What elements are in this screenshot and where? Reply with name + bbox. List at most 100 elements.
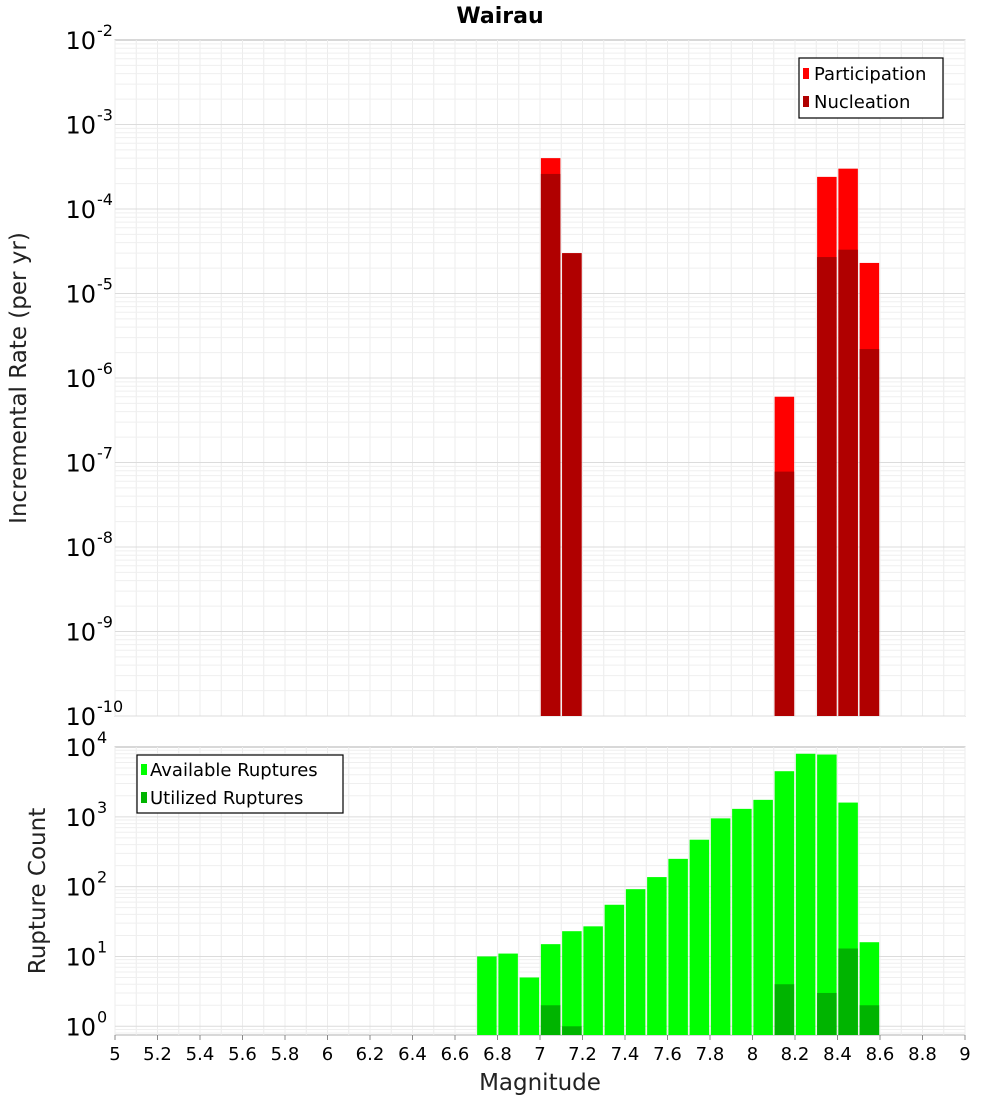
count-bar-utilized-ruptures: [817, 992, 837, 1035]
y-tick-exponent: -8: [97, 528, 113, 547]
x-tick-label: 7.2: [568, 1044, 597, 1065]
count-bar-utilized-ruptures: [838, 948, 858, 1035]
rate-bar-nucleation: [774, 471, 795, 716]
count-bar-utilized-ruptures: [562, 1026, 582, 1035]
count-bar-utilized-ruptures: [540, 1005, 561, 1035]
x-tick-label: 7.8: [696, 1044, 725, 1065]
rate-bar-nucleation: [562, 253, 582, 716]
count-bar-utilized-ruptures: [859, 1005, 880, 1035]
count-y-axis-label: Rupture Count: [25, 808, 51, 974]
count-bar-available-ruptures: [817, 754, 837, 1035]
count-bar-available-ruptures: [604, 904, 625, 1035]
utilized-swatch: [141, 792, 147, 803]
legend-nucleation: Nucleation: [814, 92, 910, 113]
participation-swatch: [803, 68, 809, 79]
count-bar-available-ruptures: [647, 877, 667, 1035]
y-tick-exponent: -7: [97, 444, 113, 463]
x-tick-label: 6.6: [441, 1044, 470, 1065]
y-tick-exponent: -5: [97, 275, 113, 294]
count-bar-available-ruptures: [753, 799, 773, 1035]
count-bar-available-ruptures: [668, 858, 688, 1035]
legend-utilized: Utilized Ruptures: [150, 788, 303, 809]
x-tick-label: 5.6: [228, 1044, 257, 1065]
rate-plot-grid: [114, 40, 966, 717]
y-tick-exponent: -10: [97, 697, 123, 716]
y-tick-exponent: -3: [97, 106, 113, 125]
x-tick-label: 5: [109, 1044, 120, 1065]
count-plot-bars: [477, 753, 880, 1035]
x-tick-label: 8.6: [866, 1044, 895, 1065]
y-tick-exponent: 1: [97, 938, 107, 957]
legend-participation: Participation: [814, 64, 926, 85]
y-tick-label: 10: [65, 1013, 96, 1041]
y-tick-label: 10: [65, 534, 96, 562]
x-tick-label: 5.4: [186, 1044, 215, 1065]
count-bar-available-ruptures: [689, 839, 710, 1035]
count-bar-available-ruptures: [710, 818, 731, 1035]
rate-bar-nucleation: [838, 249, 858, 716]
y-tick-label: 10: [65, 703, 96, 731]
x-tick-label: 6: [322, 1044, 333, 1065]
count-bar-available-ruptures: [732, 808, 752, 1035]
count-bar-available-ruptures: [774, 771, 795, 1035]
x-axis-label: Magnitude: [479, 1070, 601, 1096]
x-tick-label: 7.6: [653, 1044, 682, 1065]
y-tick-label: 10: [65, 874, 96, 902]
y-tick-exponent: 2: [97, 868, 107, 887]
x-tick-label: 9: [959, 1044, 970, 1065]
count-bar-available-ruptures: [519, 977, 540, 1035]
x-tick-label: 6.4: [398, 1044, 427, 1065]
legend-available: Available Ruptures: [150, 760, 318, 781]
count-bar-available-ruptures: [625, 889, 646, 1035]
nucleation-swatch: [803, 96, 809, 107]
x-ticks: 5 5.2 5.4 5.6 5.8 6 6.2 6.4 6.6 6.8 7 7.2 7.4 7.6 7.8 8…: [109, 1035, 971, 1065]
x-tick-label: 8: [747, 1044, 758, 1065]
y-tick-exponent: 0: [97, 1007, 107, 1026]
y-tick-label: 10: [65, 27, 96, 55]
y-tick-label: 10: [65, 944, 96, 972]
y-tick-label: 10: [65, 804, 96, 832]
y-tick-label: 10: [65, 112, 96, 140]
rate-bar-nucleation: [540, 173, 561, 716]
x-tick-label: 7: [534, 1044, 545, 1065]
y-tick-exponent: -4: [97, 190, 113, 209]
y-tick-label: 10: [65, 450, 96, 478]
count-bar-available-ruptures: [795, 753, 816, 1035]
x-tick-label: 8.2: [781, 1044, 810, 1065]
count-legend-box: [136, 754, 344, 814]
y-tick-exponent: -9: [97, 613, 113, 632]
count-bar-available-ruptures: [583, 926, 603, 1035]
count-bar-available-ruptures: [477, 956, 497, 1035]
y-tick-label: 10: [65, 619, 96, 647]
y-tick-exponent: -6: [97, 359, 113, 378]
x-tick-label: 8.4: [823, 1044, 852, 1065]
count-bar-available-ruptures: [562, 931, 582, 1035]
rate-legend: Participation Nucleation: [798, 57, 944, 119]
rate-bar-nucleation: [859, 349, 880, 716]
available-swatch: [141, 764, 147, 775]
y-tick-label: 10: [65, 365, 96, 393]
count-legend: Available Ruptures Utilized Ruptures: [136, 754, 344, 814]
rate-bar-nucleation: [817, 257, 837, 716]
rate-legend-box: [798, 57, 944, 119]
y-tick-label: 10: [65, 734, 96, 762]
x-tick-label: 8.8: [908, 1044, 937, 1065]
y-tick-label: 10: [65, 281, 96, 309]
x-tick-label: 6.2: [356, 1044, 385, 1065]
x-tick-label: 6.8: [483, 1044, 512, 1065]
y-tick-exponent: -2: [97, 21, 113, 40]
chart-title: Wairau: [456, 4, 543, 29]
x-tick-label: 5.2: [143, 1044, 172, 1065]
rate-y-axis-label: Incremental Rate (per yr): [6, 232, 32, 524]
y-tick-label: 10: [65, 196, 96, 224]
count-bar-utilized-ruptures: [774, 984, 795, 1035]
y-tick-exponent: 3: [97, 798, 107, 817]
x-tick-label: 7.4: [611, 1044, 640, 1065]
count-bar-available-ruptures: [498, 953, 518, 1035]
y-tick-exponent: 4: [97, 728, 107, 747]
